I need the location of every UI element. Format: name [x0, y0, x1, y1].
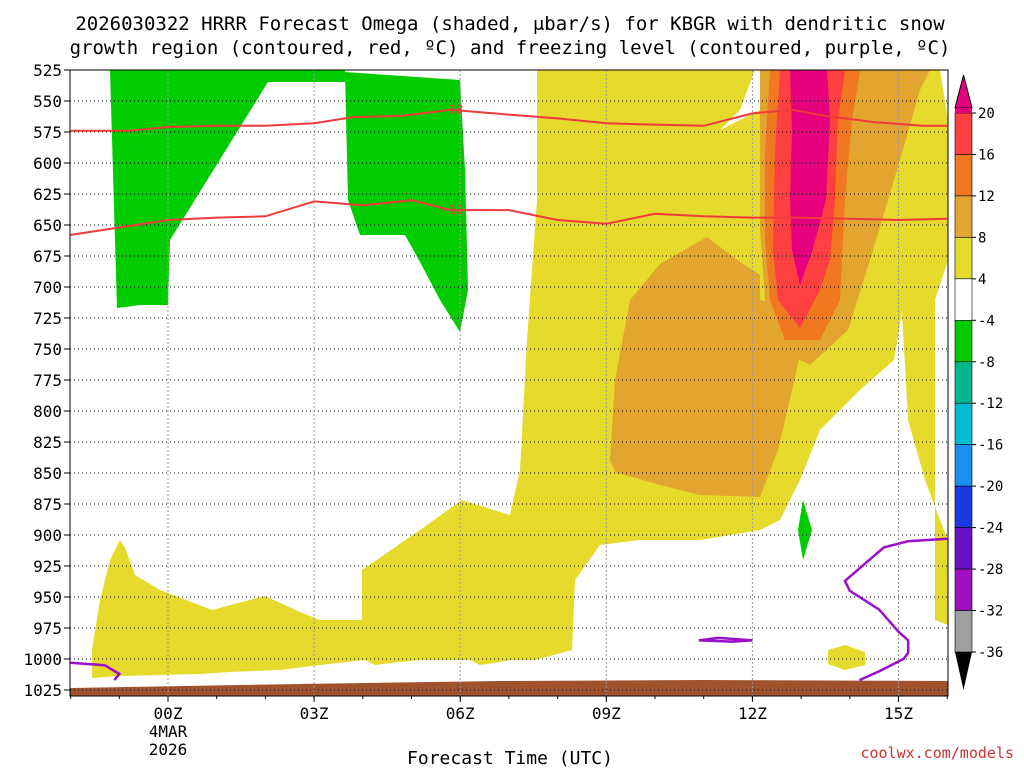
omega-region-magenta: [790, 70, 830, 285]
dgz-contour-label--12: -12: [442, 203, 464, 217]
y-axis-ticks: 525 550 575 600 625 650 675 700 725 750 775 800 825 8…: [23, 61, 70, 700]
colorbar-swatch-top: [955, 108, 972, 113]
y-tick-label-800: 800: [33, 402, 62, 421]
x-tick-label-15Z: 15Z: [884, 704, 913, 723]
colorbar: 20 16 12 8 4 -4 -8 -12 -16 -20 -24 -28 -32 -36: [954, 74, 1003, 690]
y-tick-label-700: 700: [33, 278, 62, 297]
y-tick-label-575: 575: [33, 123, 62, 142]
y-tick-label-950: 950: [33, 588, 62, 607]
y-tick-label-650: 650: [33, 216, 62, 235]
colorbar-label--4: -4: [978, 313, 995, 329]
freezing-level-contour-2: [698, 636, 753, 643]
colorbar-label--28: -28: [978, 562, 1003, 578]
credit-text: coolwx.com/models: [860, 744, 1014, 762]
x-axis-label: Forecast Time (UTC): [407, 748, 613, 768]
y-tick-label-525: 525: [33, 61, 62, 80]
freezing-level-contour-0: [70, 661, 122, 681]
colorbar-swatch--4: [954, 278, 973, 321]
colorbar-swatch--20: [954, 444, 973, 487]
colorbar-label--36: -36: [978, 645, 1003, 661]
omega-region-green-left: [110, 70, 345, 308]
y-tick-label-850: 850: [33, 464, 62, 483]
colorbar-label--16: -16: [978, 438, 1003, 454]
x-tick-year: 2026: [149, 740, 188, 759]
omega-region-tan: [610, 237, 806, 497]
vertical-gridlines: [167, 70, 899, 696]
contour-lines: -18 -12: [70, 103, 948, 682]
omega-region-green-mid: [345, 72, 468, 332]
y-tick-label-1000: 1000: [23, 650, 62, 669]
y-tick-label-625: 625: [33, 185, 62, 204]
dgz-contour-label--18: -18: [442, 103, 464, 117]
x-tick-label-09Z: 09Z: [592, 704, 621, 723]
colorbar-swatch--28: [954, 527, 973, 570]
y-tick-label-725: 725: [33, 309, 62, 328]
colorbar-swatch--32: [954, 568, 973, 611]
chart-title-line-2: growth region (contoured, red, ºC) and f…: [70, 37, 951, 59]
colorbar-label--8: -8: [978, 355, 995, 371]
chart-title-line-1: 2026030322 HRRR Forecast Omega (shaded, …: [75, 13, 945, 35]
y-tick-label-1025: 1025: [23, 681, 62, 700]
dgz-contour--12: [70, 199, 948, 236]
omega-shading: [70, 70, 948, 696]
colorbar-label-16: 16: [978, 147, 995, 163]
freezing-level-contour-1: [843, 537, 948, 682]
colorbar-swatch-12: [954, 154, 973, 197]
colorbar-swatch--8: [954, 320, 973, 363]
y-tick-label-900: 900: [33, 526, 62, 545]
x-tick-label-00Z: 00Z: [154, 704, 183, 723]
y-tick-label-775: 775: [33, 371, 62, 390]
colorbar-label--12: -12: [978, 396, 1003, 412]
colorbar-swatch--16: [954, 402, 973, 445]
colorbar-label-4: 4: [978, 272, 986, 288]
y-tick-label-975: 975: [33, 619, 62, 638]
colorbar-label-8: 8: [978, 230, 986, 246]
y-tick-label-825: 825: [33, 433, 62, 452]
colorbar-label-12: 12: [978, 189, 995, 205]
colorbar-bottom-arrow: [955, 652, 972, 690]
omega-region-green-small: [798, 500, 812, 560]
colorbar-top-arrow: [954, 74, 973, 109]
colorbar-swatch--24: [954, 485, 973, 528]
x-tick-label-12Z: 12Z: [738, 704, 767, 723]
x-tick-label-06Z: 06Z: [446, 704, 475, 723]
y-tick-label-875: 875: [33, 495, 62, 514]
dgz-contour--18: [70, 108, 948, 132]
colorbar-label--20: -20: [978, 479, 1003, 495]
colorbar-swatch--36: [954, 610, 973, 653]
colorbar-swatch-16: [954, 112, 973, 155]
y-tick-label-600: 600: [33, 154, 62, 173]
x-tick-date: 4MAR: [149, 722, 188, 741]
y-tick-label-750: 750: [33, 340, 62, 359]
colorbar-label-20: 20: [978, 106, 995, 122]
colorbar-label--32: -32: [978, 604, 1003, 620]
colorbar-swatch-8: [954, 195, 973, 238]
omega-region-yellow-small: [828, 645, 865, 670]
colorbar-swatch--12: [954, 361, 973, 404]
colorbar-swatch-4: [954, 237, 973, 280]
colorbar-label--24: -24: [978, 521, 1003, 537]
omega-region-yellow-main: [92, 70, 948, 678]
ground-surface: [70, 680, 948, 696]
x-tick-label-03Z: 03Z: [300, 704, 329, 723]
y-tick-label-925: 925: [33, 557, 62, 576]
y-tick-label-550: 550: [33, 92, 62, 111]
y-tick-label-675: 675: [33, 247, 62, 266]
